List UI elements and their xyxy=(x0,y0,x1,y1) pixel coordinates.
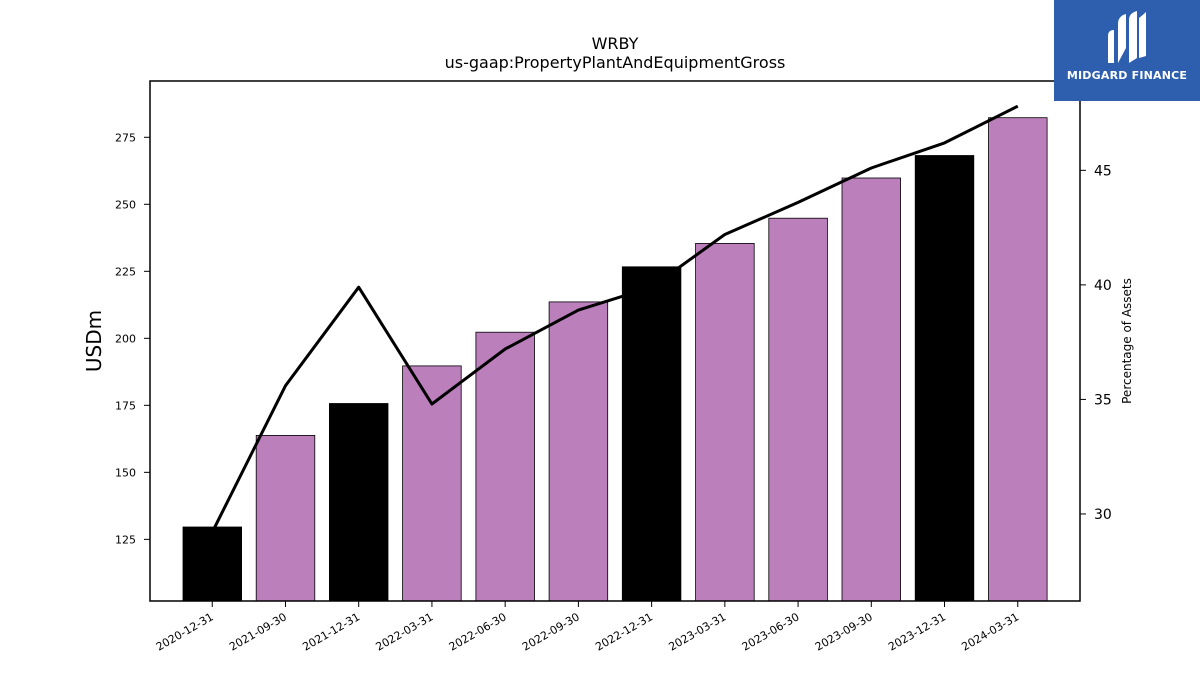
x-tick-label: 2022-03-31 xyxy=(374,610,436,653)
bar-2023-09-30 xyxy=(841,177,901,602)
y-tick-label: 175 xyxy=(115,399,136,412)
bar-2021-09-30 xyxy=(255,434,316,602)
y-tick-label: 250 xyxy=(115,198,136,211)
y2-tick-label: 35 xyxy=(1094,392,1112,408)
x-tick-label: 2023-03-31 xyxy=(666,610,728,653)
x-tick-label: 2024-03-31 xyxy=(959,610,1021,653)
y-tick-label: 275 xyxy=(115,131,136,144)
bar-2022-06-30 xyxy=(475,331,535,602)
bar-2020-12-31 xyxy=(182,526,242,602)
plot-frame xyxy=(149,80,1081,602)
midgard-finance-logo: MIDGARD FINANCE xyxy=(1054,0,1200,101)
bar-series xyxy=(182,117,1048,602)
y2-tick-label: 30 xyxy=(1094,507,1112,523)
x-tick-label: 2023-09-30 xyxy=(813,610,875,653)
bar-2022-03-31 xyxy=(402,365,462,602)
y-tick-label: 200 xyxy=(115,332,136,345)
x-tick-label: 2021-09-30 xyxy=(227,610,289,653)
bar-2022-12-31 xyxy=(621,266,682,602)
bar-2022-09-30 xyxy=(548,301,609,602)
x-tick-label: 2021-12-31 xyxy=(300,610,362,653)
bar-2023-12-31 xyxy=(914,155,975,602)
midgard-logo-icon xyxy=(1108,11,1146,63)
y-tick-label: 125 xyxy=(115,533,136,546)
x-axis: 2020-12-31 2021-09-30 2021-12-31 2022-03-31… xyxy=(154,601,1021,654)
y-axis-label: USDm xyxy=(82,310,106,372)
x-tick-label: 2022-12-31 xyxy=(593,610,655,653)
y-axis-right: 30 35 40 45 xyxy=(1080,163,1112,523)
y2-tick-label: 40 xyxy=(1094,278,1112,294)
bar-2021-12-31 xyxy=(328,403,389,602)
percentage-line xyxy=(210,104,1019,533)
y2-axis-label: Percentage of Assets xyxy=(1120,278,1134,404)
y2-tick-label: 45 xyxy=(1094,163,1112,179)
x-tick-label: 2020-12-31 xyxy=(154,610,216,653)
x-tick-label: 2023-06-30 xyxy=(740,610,802,653)
x-tick-label: 2023-12-31 xyxy=(886,610,948,653)
bar-2024-03-31 xyxy=(988,117,1048,602)
x-tick-label: 2022-09-30 xyxy=(520,610,582,653)
y-tick-label: 225 xyxy=(115,265,136,278)
y-axis-left: 125 150 175 200 225 250 275 xyxy=(115,131,150,546)
logo-text: MIDGARD FINANCE xyxy=(1066,69,1188,82)
chart-title: WRBY xyxy=(592,34,639,53)
bar-2023-03-31 xyxy=(695,242,755,602)
bar-2023-06-30 xyxy=(768,217,828,602)
chart-subtitle: us-gaap:PropertyPlantAndEquipmentGross xyxy=(445,53,786,72)
x-tick-label: 2022-06-30 xyxy=(447,610,509,653)
y-tick-label: 150 xyxy=(115,466,136,479)
